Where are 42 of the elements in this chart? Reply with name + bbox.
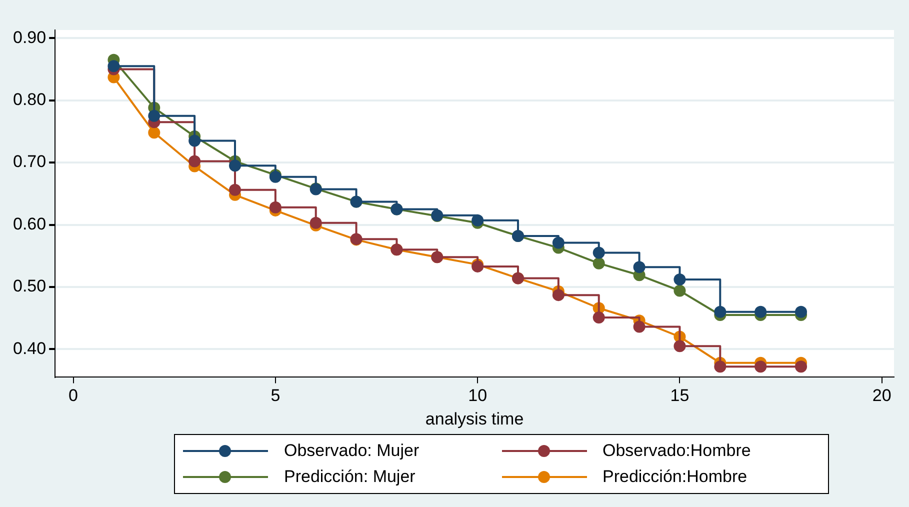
point bbox=[674, 284, 686, 297]
point bbox=[714, 360, 726, 373]
point bbox=[674, 274, 686, 286]
point bbox=[592, 257, 605, 270]
x-tick-label: 20 bbox=[872, 386, 892, 406]
x-tick-label: 5 bbox=[270, 386, 280, 406]
legend-label: Observado:Hombre bbox=[602, 441, 751, 461]
point bbox=[633, 320, 646, 333]
point bbox=[592, 246, 605, 259]
point bbox=[472, 214, 484, 226]
point bbox=[754, 306, 767, 318]
point bbox=[754, 360, 767, 373]
point bbox=[633, 261, 646, 274]
y-tick-label: 0.50 bbox=[12, 276, 46, 296]
point bbox=[148, 126, 160, 139]
x-tick-label: 15 bbox=[670, 386, 690, 406]
x-axis-title: analysis time bbox=[425, 409, 524, 428]
point bbox=[674, 340, 686, 352]
y-tick-label: 0.70 bbox=[12, 152, 46, 172]
point bbox=[310, 216, 322, 229]
point bbox=[714, 306, 726, 318]
point bbox=[188, 155, 201, 168]
y-tick-label: 0.60 bbox=[12, 214, 46, 234]
point bbox=[552, 289, 564, 302]
point bbox=[592, 311, 605, 324]
legend-label: Predicción: Mujer bbox=[284, 467, 416, 487]
point bbox=[188, 134, 201, 147]
point bbox=[229, 184, 241, 196]
x-tick-label: 10 bbox=[468, 386, 488, 406]
legend-label: Predicción:Hombre bbox=[602, 467, 748, 487]
point bbox=[108, 60, 120, 72]
point bbox=[269, 201, 282, 214]
point bbox=[229, 160, 241, 172]
x-tick-label: 0 bbox=[68, 386, 78, 406]
point bbox=[148, 110, 160, 122]
legend-label: Observado: Mujer bbox=[284, 441, 420, 461]
y-tick-label: 0.80 bbox=[12, 90, 46, 109]
point bbox=[795, 360, 808, 373]
point bbox=[552, 236, 564, 249]
y-tick-label: 0.90 bbox=[12, 28, 46, 47]
point bbox=[795, 306, 808, 318]
y-tick-label: 0.40 bbox=[12, 338, 46, 358]
